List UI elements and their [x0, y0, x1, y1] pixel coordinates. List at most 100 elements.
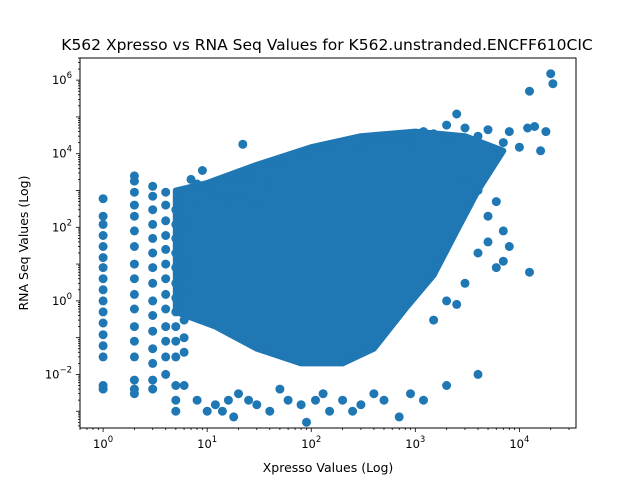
dense-cloud-region: [172, 128, 507, 367]
scatter-point: [161, 200, 171, 210]
scatter-point: [171, 381, 181, 390]
scatter-point: [171, 293, 181, 303]
scatter-point: [161, 369, 171, 379]
scatter-point: [129, 336, 139, 346]
scatter-point: [148, 358, 158, 368]
scatter-point: [523, 123, 533, 133]
scatter-point: [171, 307, 181, 317]
scatter-point: [171, 205, 181, 215]
scatter-point: [171, 322, 181, 332]
scatter-point: [394, 412, 404, 422]
scatter-point: [171, 219, 181, 229]
scatter-point: [148, 344, 158, 354]
scatter-point: [369, 389, 379, 399]
scatter-point: [197, 166, 207, 175]
scatter-point: [223, 395, 233, 405]
dense-point-cloud: [172, 128, 507, 367]
scatter-point: [98, 219, 108, 229]
scatter-point: [473, 131, 483, 141]
scatter-point: [229, 412, 239, 422]
scatter-point: [217, 179, 227, 189]
scatter-point: [98, 211, 108, 221]
scatter-point: [98, 263, 108, 273]
scatter-point: [98, 318, 108, 328]
scatter-point: [442, 296, 452, 306]
scatter-point: [148, 296, 158, 306]
scatter-point: [442, 120, 452, 130]
plot-area-frame: [79, 57, 577, 429]
scatter-point: [234, 389, 243, 399]
scatter-point: [161, 274, 171, 284]
x-tick-label: 100: [93, 435, 113, 451]
scatter-point: [442, 381, 452, 390]
x-tick-label: 102: [301, 435, 321, 451]
y-tick-label: 104: [52, 145, 72, 161]
x-tick-label: 101: [197, 435, 217, 451]
scatter-point: [98, 274, 108, 284]
scatter-point: [98, 194, 108, 204]
scatter-point: [171, 278, 181, 288]
y-tick-label: 106: [52, 71, 72, 87]
scatter-point: [161, 304, 171, 314]
scatter-point: [460, 278, 470, 288]
scatter-point: [525, 86, 534, 96]
scatter-point: [171, 263, 181, 273]
scatter-point: [530, 122, 540, 131]
scatter-point: [452, 109, 462, 119]
scatter-point: [179, 333, 189, 343]
scatter-point: [483, 237, 493, 247]
x-tick-label: 104: [509, 435, 529, 451]
scatter-point: [171, 352, 181, 362]
scatter-point: [179, 347, 189, 357]
scatter-point: [148, 233, 158, 243]
scatter-point: [473, 248, 483, 258]
scatter-point: [283, 395, 293, 405]
scatter-point: [161, 289, 171, 299]
scatter-point: [148, 219, 158, 229]
scatter-points: [98, 69, 558, 427]
scatter-point: [148, 384, 158, 394]
scatter-point: [473, 186, 483, 195]
scatter-point: [171, 233, 181, 243]
scatter-point: [259, 163, 269, 173]
scatter-point: [491, 197, 501, 207]
scatter-point: [129, 322, 139, 332]
scatter-point: [265, 406, 275, 416]
scatter-point: [129, 242, 139, 251]
scatter-point: [179, 315, 189, 325]
scatter-point: [129, 289, 139, 299]
scatter-point: [244, 174, 254, 184]
scatter-point: [498, 138, 508, 148]
scatter-point: [179, 211, 189, 221]
scatter-point: [210, 189, 220, 199]
scatter-point: [129, 200, 139, 210]
scatter-point: [429, 129, 439, 139]
scatter-point: [483, 211, 493, 221]
scatter-point: [192, 179, 202, 189]
scatter-point: [210, 400, 220, 410]
scatter-point: [338, 395, 348, 405]
scatter-point: [379, 395, 389, 405]
scatter-point: [275, 160, 285, 170]
x-axis-label: Xpresso Values (Log): [263, 460, 394, 475]
scatter-point: [244, 395, 254, 405]
scatter-point: [234, 168, 243, 178]
scatter-point: [179, 285, 189, 295]
y-axis-ticks: 10−2 100 102 104 106: [45, 57, 80, 427]
scatter-point: [148, 181, 158, 191]
scatter-point: [265, 179, 275, 189]
x-tick-label: 103: [405, 435, 425, 451]
y-tick-label: 10−2: [45, 365, 72, 381]
scatter-point: [460, 123, 470, 133]
scatter-point: [302, 417, 311, 427]
scatter-point: [498, 256, 508, 266]
scatter-point: [161, 244, 171, 254]
scatter-point: [419, 395, 428, 405]
scatter-point: [171, 406, 181, 416]
scatter-point: [129, 304, 139, 314]
scatter-point: [202, 406, 212, 416]
scatter-point: [161, 336, 171, 346]
scatter-point: [179, 381, 189, 390]
scatter-point: [217, 406, 227, 416]
scatter-point: [296, 400, 306, 410]
